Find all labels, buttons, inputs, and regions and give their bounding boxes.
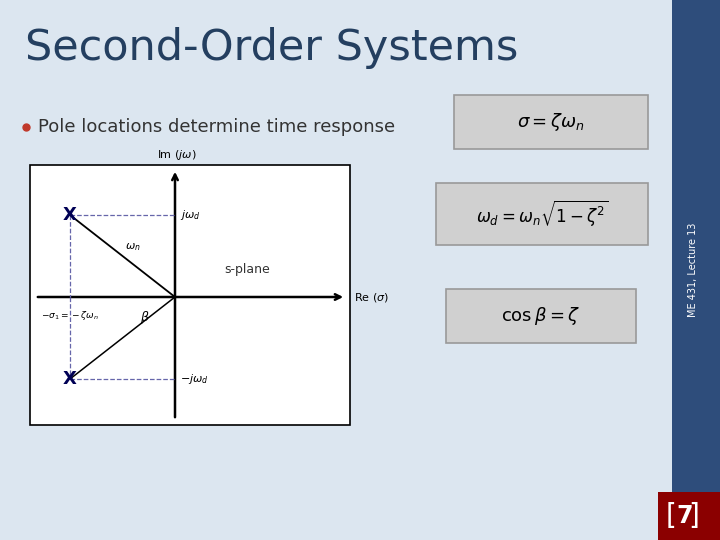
Text: $j\omega_d$: $j\omega_d$: [180, 208, 201, 222]
Bar: [658, 492, 720, 540]
Text: Pole locations determine time response: Pole locations determine time response: [38, 118, 395, 136]
FancyBboxPatch shape: [454, 95, 648, 149]
Text: $\omega_n$: $\omega_n$: [125, 241, 140, 253]
Text: Second-Order Systems: Second-Order Systems: [25, 27, 518, 69]
Text: X: X: [63, 206, 77, 224]
FancyBboxPatch shape: [446, 289, 636, 343]
Text: 7: 7: [676, 504, 693, 528]
Text: $\beta$: $\beta$: [140, 308, 150, 326]
Text: ME 431, Lecture 13: ME 431, Lecture 13: [688, 223, 698, 317]
Text: [: [: [666, 502, 677, 530]
Bar: [30, 165, 350, 425]
Text: Im $(j\omega)$: Im $(j\omega)$: [157, 148, 197, 162]
Text: X: X: [63, 370, 77, 388]
FancyBboxPatch shape: [436, 183, 648, 245]
Text: s-plane: s-plane: [224, 262, 270, 275]
Text: $\omega_d = \omega_n\sqrt{1-\zeta^2}$: $\omega_d = \omega_n\sqrt{1-\zeta^2}$: [475, 199, 608, 229]
Text: ]: ]: [688, 502, 699, 530]
Text: $-j\omega_d$: $-j\omega_d$: [180, 372, 209, 386]
Text: $\sigma = \zeta\omega_n$: $\sigma = \zeta\omega_n$: [517, 111, 585, 133]
Text: Re $(\sigma)$: Re $(\sigma)$: [354, 291, 389, 303]
Bar: [672, 0, 720, 540]
Text: $-\sigma_1 = -\zeta\omega_n$: $-\sigma_1 = -\zeta\omega_n$: [41, 309, 99, 322]
Text: $\cos\beta = \zeta$: $\cos\beta = \zeta$: [501, 305, 581, 327]
